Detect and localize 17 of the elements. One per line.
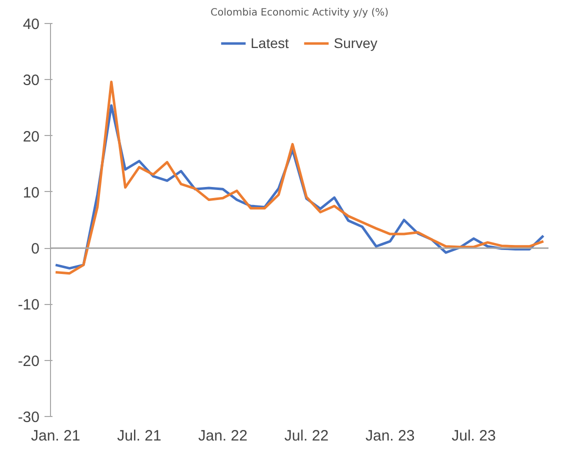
y-tick-label: 10: [22, 184, 40, 202]
x-tick-label: Jan. 23: [365, 428, 415, 444]
x-tick-label: Jul. 21: [117, 428, 162, 444]
x-tick-label: Jul. 22: [284, 428, 329, 444]
legend-label: Latest: [250, 35, 289, 51]
y-tick-label: 20: [22, 128, 40, 146]
y-tick-label: 40: [22, 16, 40, 33]
y-tick-label: -10: [18, 296, 40, 314]
y-tick-label: 0: [31, 240, 40, 258]
chart-title: Colombia Economic Activity y/y (%): [210, 8, 389, 18]
x-tick-label: Jan. 22: [198, 428, 248, 444]
y-tick-label: -20: [18, 352, 40, 370]
x-tick-label: Jul. 23: [452, 428, 496, 444]
y-tick-label: -30: [18, 409, 40, 426]
legend-label: Survey: [334, 35, 378, 51]
y-tick-label: 30: [22, 72, 40, 90]
x-tick-label: Jan. 21: [31, 428, 80, 444]
